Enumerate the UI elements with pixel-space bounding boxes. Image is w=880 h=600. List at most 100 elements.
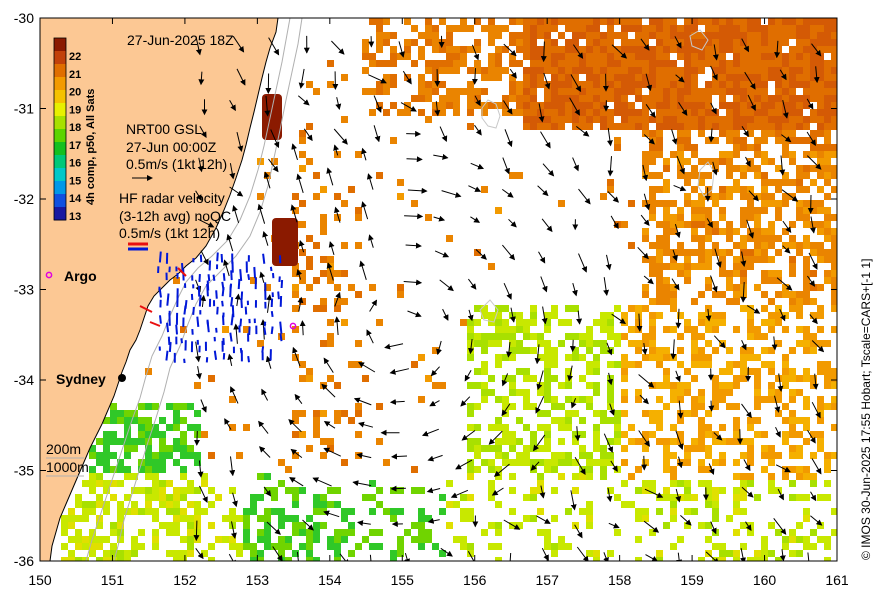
sst-pixel <box>663 487 670 494</box>
sst-pixel <box>376 102 383 109</box>
sst-pixel <box>712 67 719 74</box>
gsl-vector <box>713 432 723 441</box>
sst-pixel <box>278 508 285 515</box>
sst-pixel <box>446 480 453 487</box>
sst-pixel <box>817 88 824 95</box>
sst-pixel <box>824 109 831 116</box>
sst-pixel <box>362 53 369 60</box>
sst-pixel <box>733 179 740 186</box>
sst-pixel <box>467 550 474 557</box>
gsl-vector <box>813 66 820 84</box>
sst-pixel <box>565 95 572 102</box>
sst-pixel <box>495 438 502 445</box>
gsl-vector <box>426 487 441 494</box>
sst-pixel <box>789 151 796 158</box>
sst-pixel <box>761 249 768 256</box>
sst-pixel <box>810 60 817 67</box>
sst-pixel <box>761 102 768 109</box>
sst-pixel <box>635 32 642 39</box>
gsl-vector <box>328 241 335 256</box>
sst-pixel <box>180 466 187 473</box>
sst-pixel <box>75 529 82 536</box>
sst-pixel <box>432 88 439 95</box>
sst-pixel <box>677 396 684 403</box>
sst-pixel <box>572 67 579 74</box>
gsl-vector <box>335 97 342 110</box>
gsl-vector <box>298 239 305 253</box>
sst-pixel <box>411 60 418 67</box>
sst-pixel <box>558 95 565 102</box>
hf-vector <box>166 322 170 333</box>
sst-pixel <box>600 459 607 466</box>
sst-pixel <box>719 214 726 221</box>
sst-pixel <box>761 319 768 326</box>
sst-pixel <box>551 102 558 109</box>
sst-pixel <box>495 32 502 39</box>
sst-pixel <box>684 53 691 60</box>
gsl-vector <box>576 546 589 561</box>
sst-pixel <box>663 459 670 466</box>
gsl-vector <box>232 492 238 508</box>
sst-pixel <box>789 417 796 424</box>
sst-pixel <box>222 515 229 522</box>
sst-pixel <box>719 102 726 109</box>
gsl-vector <box>741 126 749 138</box>
sst-pixel <box>768 102 775 109</box>
sst-pixel <box>691 445 698 452</box>
sst-pixel <box>418 536 425 543</box>
x-tick-label: 161 <box>825 572 849 588</box>
sst-pixel <box>537 18 544 25</box>
sst-pixel <box>523 396 530 403</box>
sst-pixel <box>271 494 278 501</box>
sst-pixel <box>390 46 397 53</box>
gsl-vector <box>262 230 269 246</box>
sst-pixel <box>810 312 817 319</box>
sst-pixel <box>684 102 691 109</box>
sst-pixel <box>712 396 719 403</box>
sst-pixel <box>663 221 670 228</box>
sst-pixel <box>775 46 782 53</box>
sst-pixel <box>656 74 663 81</box>
sst-pixel <box>726 46 733 53</box>
sst-pixel <box>488 466 495 473</box>
hf-vector <box>158 289 162 298</box>
sst-pixel <box>733 326 740 333</box>
sst-pixel <box>698 95 705 102</box>
sst-pixel <box>124 410 131 417</box>
sst-pixel <box>411 95 418 102</box>
sst-pixel <box>691 144 698 151</box>
sst-pixel <box>593 550 600 557</box>
sst-pixel <box>180 452 187 459</box>
sst-pixel <box>257 515 264 522</box>
sst-pixel <box>768 361 775 368</box>
sst-pixel <box>698 522 705 529</box>
sst-pixel <box>600 452 607 459</box>
sst-pixel <box>740 375 747 382</box>
sst-pixel <box>607 438 614 445</box>
sst-pixel <box>684 249 691 256</box>
sst-pixel <box>544 536 551 543</box>
sst-pixel <box>740 18 747 25</box>
sst-pixel <box>565 102 572 109</box>
sst-pixel <box>670 508 677 515</box>
sst-pixel <box>425 25 432 32</box>
gsl-vector <box>455 459 473 470</box>
sst-pixel <box>614 123 621 130</box>
sst-pixel <box>222 536 229 543</box>
sst-pixel <box>621 123 628 130</box>
gsl-vector <box>199 125 207 138</box>
sst-pixel <box>796 186 803 193</box>
sst-pixel <box>782 543 789 550</box>
sst-pixel <box>481 25 488 32</box>
sst-pixel <box>740 543 747 550</box>
gsl-vector <box>775 464 791 473</box>
gsl-vector <box>740 548 746 561</box>
sst-pixel <box>824 557 831 561</box>
sst-pixel <box>747 32 754 39</box>
sst-pixel <box>551 515 558 522</box>
sst-pixel <box>103 487 110 494</box>
sst-pixel <box>467 403 474 410</box>
sst-pixel <box>621 375 628 382</box>
gsl-vector <box>671 278 680 291</box>
sst-pixel <box>824 74 831 81</box>
